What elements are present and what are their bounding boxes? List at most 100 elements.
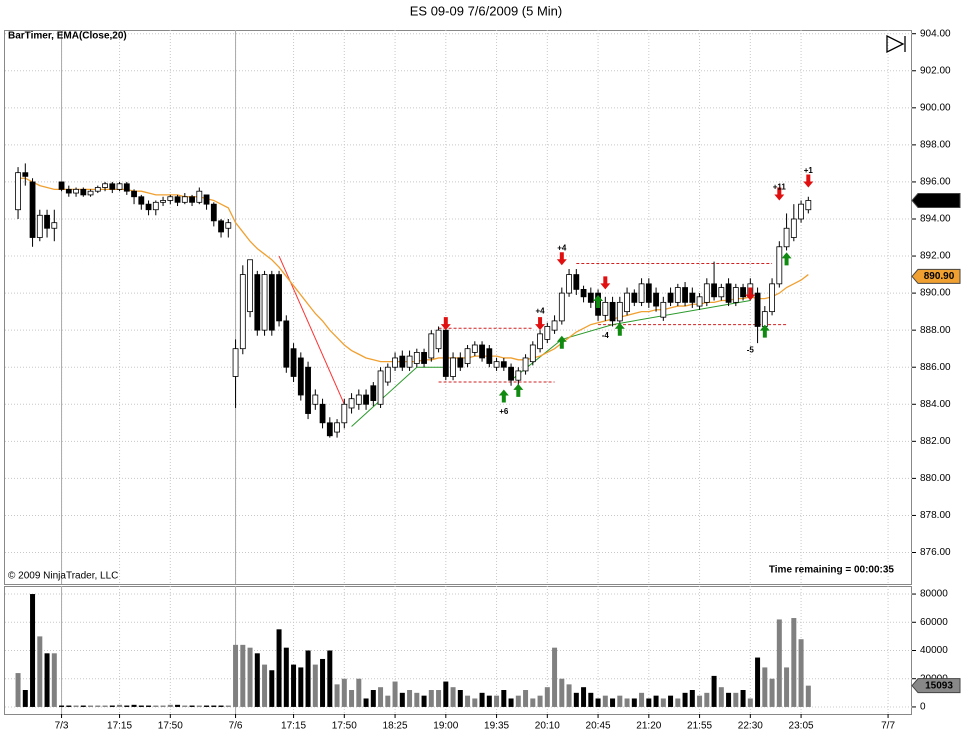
volume-bar	[204, 705, 210, 707]
signal-label: +4	[557, 244, 567, 253]
volume-bar	[225, 705, 231, 707]
candle-body	[22, 172, 29, 177]
volume-bar	[392, 681, 398, 707]
buy-arrow	[498, 389, 509, 403]
candle-body	[667, 292, 674, 303]
candle-body	[319, 403, 326, 424]
y-tick-label: 880.00	[920, 473, 951, 484]
candle-body	[638, 283, 645, 303]
sell-arrow	[803, 174, 814, 188]
y-tick-label: 40000	[920, 645, 948, 656]
candle-body	[471, 344, 478, 353]
candle-body	[305, 366, 311, 414]
candle-body	[102, 183, 108, 188]
candle-body	[645, 283, 652, 303]
volume-bar	[370, 690, 376, 707]
volume-bar	[697, 695, 703, 707]
x-tick-label: 7/6	[229, 721, 243, 732]
volume-bar	[44, 653, 50, 707]
signal-label: -5	[747, 346, 755, 355]
candle-body	[399, 355, 406, 368]
candle-body	[486, 348, 493, 364]
y-tick-label: 888.00	[920, 325, 951, 336]
volume-bar	[515, 695, 521, 707]
candle-body	[740, 287, 746, 298]
volume-bar	[465, 695, 471, 707]
buy-arrow	[781, 252, 792, 266]
candle-body	[123, 183, 130, 192]
candle-body	[283, 320, 290, 368]
candle-body	[225, 222, 232, 229]
signal-label: +1	[804, 166, 814, 175]
volume-bar	[88, 705, 94, 707]
y-tick-label: 878.00	[920, 510, 951, 521]
volume-bar	[262, 664, 268, 707]
volume-bar	[414, 692, 420, 707]
last-price-label: 895.00	[924, 195, 955, 206]
volume-bar	[22, 690, 28, 707]
volume-bar	[167, 704, 173, 707]
volume-bar	[668, 695, 674, 707]
y-tick-label: 0	[920, 702, 926, 713]
x-tick-label: 17:50	[158, 721, 183, 732]
volume-bar	[160, 705, 166, 707]
x-tick-label: 23:05	[789, 721, 814, 732]
candle-body	[609, 301, 616, 322]
candle-body	[624, 292, 630, 313]
candle-body	[29, 181, 36, 238]
last-volume-pointer	[911, 678, 961, 694]
volume-bar	[421, 695, 427, 707]
candle-body	[210, 203, 217, 222]
volume-bar	[646, 698, 652, 707]
candle-body	[348, 398, 355, 409]
candle-body	[515, 370, 522, 381]
candle-body	[573, 274, 580, 290]
volume-bar	[298, 667, 304, 707]
volume-bar	[682, 692, 688, 707]
candle-body	[116, 183, 123, 190]
volume-bar	[218, 705, 224, 707]
sell-arrow	[774, 187, 785, 201]
candle-body	[442, 329, 449, 377]
candle-body	[500, 361, 507, 368]
volume-bar	[733, 692, 739, 707]
y-tick-label: 884.00	[920, 399, 951, 410]
volume-bar	[769, 678, 775, 707]
volume-bar	[407, 690, 413, 707]
volume-bar	[320, 658, 326, 707]
candle-body	[529, 344, 536, 363]
trend-line	[510, 300, 751, 381]
volume-bar	[544, 687, 550, 707]
candle-body	[479, 344, 485, 359]
copyright: © 2009 NinjaTrader, LLC	[8, 571, 118, 582]
candle-body	[58, 181, 65, 190]
candle-body	[718, 287, 725, 298]
volume-bar	[247, 647, 253, 707]
volume-bar	[240, 644, 246, 707]
volume-bar	[102, 705, 108, 707]
volume-bar	[660, 698, 666, 707]
volume-bar	[566, 684, 572, 707]
candle-body	[181, 196, 188, 203]
volume-bar	[798, 639, 804, 707]
volume-bar	[15, 673, 21, 707]
candle-body	[435, 329, 442, 350]
y-tick-label: 898.00	[920, 140, 951, 151]
candle-body	[696, 296, 703, 307]
y-tick-label: 900.00	[920, 102, 951, 113]
candle-body	[703, 283, 710, 303]
volume-bar	[552, 647, 558, 707]
candle-body	[87, 190, 94, 196]
candle-body	[138, 196, 145, 205]
candle-body	[377, 370, 384, 405]
candle-body	[261, 274, 268, 331]
candle-body	[65, 188, 72, 194]
candle-body	[44, 214, 50, 229]
candle-body	[508, 366, 514, 381]
candle-body	[276, 274, 282, 322]
candle-body	[334, 422, 340, 433]
candle-body	[131, 190, 137, 198]
candle-body	[580, 288, 587, 298]
candle-body	[522, 357, 529, 372]
candle-body	[232, 348, 239, 377]
